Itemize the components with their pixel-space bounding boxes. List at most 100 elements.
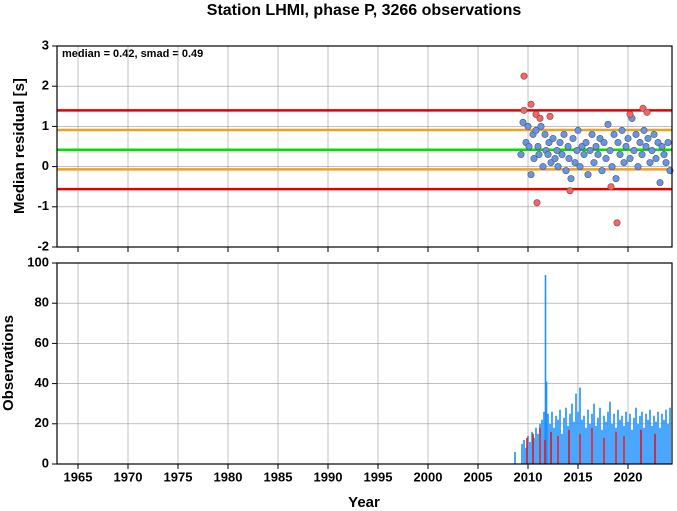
bar <box>651 425 653 464</box>
point <box>607 183 615 191</box>
y-tick-label: -1 <box>37 198 49 213</box>
point <box>527 171 535 179</box>
bar <box>525 447 527 464</box>
plot-frame <box>56 45 673 248</box>
y-tick-label: 80 <box>35 295 49 310</box>
bar <box>669 407 671 464</box>
x-axis-label: Year <box>348 494 380 511</box>
point <box>602 155 610 163</box>
point <box>584 171 592 179</box>
point <box>606 147 614 155</box>
point <box>636 138 644 146</box>
point <box>643 108 651 116</box>
y-tick-label: 3 <box>42 37 49 52</box>
point <box>549 134 557 142</box>
x-tick-label: 2020 <box>614 469 643 484</box>
bar <box>526 437 528 464</box>
bar <box>544 275 547 464</box>
point <box>644 134 652 142</box>
y-tick-label: 0 <box>42 455 49 470</box>
bar <box>637 423 639 464</box>
point <box>569 134 577 142</box>
y-tick-label: 0 <box>42 158 49 173</box>
point <box>553 147 561 155</box>
point <box>537 122 545 130</box>
bar <box>603 437 605 464</box>
bar <box>567 425 569 464</box>
point <box>613 219 621 227</box>
point <box>608 163 616 171</box>
bar <box>654 433 656 464</box>
bar <box>595 425 597 464</box>
bar <box>527 435 529 464</box>
point <box>622 143 630 151</box>
point <box>664 138 672 146</box>
point <box>519 118 527 126</box>
point <box>614 138 622 146</box>
bar <box>531 431 533 464</box>
bar <box>571 403 573 464</box>
bar <box>537 433 539 464</box>
bar <box>607 411 609 464</box>
point <box>610 130 618 138</box>
bar <box>629 413 631 464</box>
bar <box>593 403 595 464</box>
bar <box>621 415 623 464</box>
bar <box>617 409 619 464</box>
point <box>582 138 590 146</box>
x-tick-label: 1990 <box>314 469 343 484</box>
bar <box>577 411 579 464</box>
bar <box>557 435 559 464</box>
bar <box>653 415 655 464</box>
point <box>571 159 579 167</box>
point <box>624 134 632 142</box>
bar <box>663 419 665 464</box>
bar <box>647 419 649 464</box>
bar <box>563 417 565 464</box>
point <box>564 143 572 151</box>
point <box>656 179 664 187</box>
bar <box>523 439 525 464</box>
bar <box>550 431 552 464</box>
bar <box>549 423 551 464</box>
bar <box>649 409 651 464</box>
bar <box>659 427 661 464</box>
point <box>520 72 528 80</box>
point <box>630 147 638 155</box>
bar <box>581 419 583 464</box>
point <box>626 155 634 163</box>
bar <box>551 411 553 464</box>
bar <box>645 413 647 464</box>
point <box>588 130 596 138</box>
bar <box>613 413 615 464</box>
point <box>650 130 658 138</box>
bar <box>533 437 535 464</box>
point <box>556 138 564 146</box>
point <box>536 114 544 122</box>
point <box>574 126 582 134</box>
point <box>530 155 538 163</box>
point <box>590 159 598 167</box>
bar <box>609 401 611 464</box>
point <box>544 151 552 159</box>
x-tick-label: 1995 <box>364 469 393 484</box>
bar <box>565 407 567 464</box>
bar <box>639 415 641 464</box>
plot-frame <box>56 262 673 465</box>
bar <box>575 393 577 464</box>
bar <box>665 409 667 464</box>
bar <box>573 421 575 464</box>
point <box>517 151 525 159</box>
point <box>558 151 566 159</box>
bar <box>667 423 669 464</box>
bar <box>543 411 545 464</box>
point <box>573 147 581 155</box>
x-tick-label: 2000 <box>414 469 443 484</box>
bar <box>655 421 657 464</box>
bar <box>597 417 599 464</box>
bar <box>555 415 557 464</box>
y-axis-label: Observations <box>0 315 17 411</box>
point <box>648 147 656 155</box>
bar <box>568 429 570 464</box>
annotation: median = 0.42, smad = 0.49 <box>62 48 203 60</box>
